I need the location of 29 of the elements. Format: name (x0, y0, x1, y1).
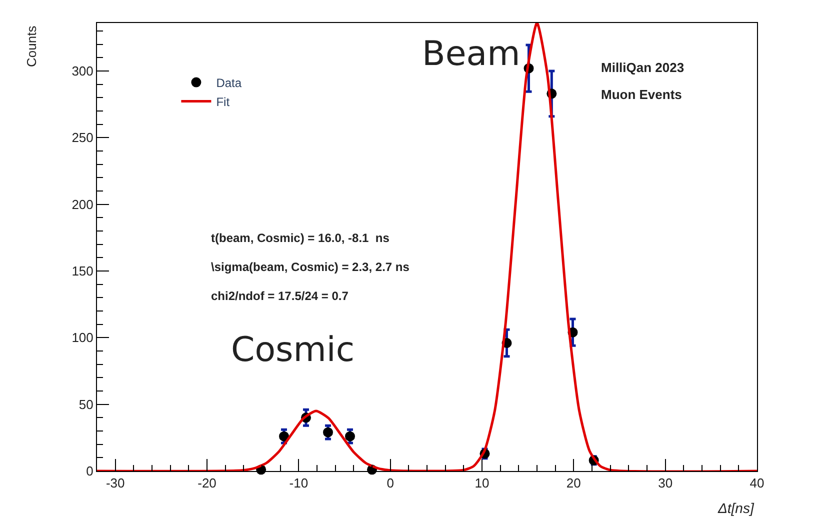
x-tick-label: 30 (658, 476, 673, 491)
y-tick-label: 0 (86, 464, 94, 479)
y-tick-label: 200 (72, 196, 94, 212)
x-tick-label: -20 (198, 476, 216, 491)
annotation: chi2/ndof = 17.5/24 = 0.7 (211, 289, 349, 303)
point (279, 431, 289, 442)
point (323, 427, 333, 438)
annotation: \sigma(beam, Cosmic) = 2.3, 2.7 ns (211, 260, 410, 274)
y-tick-label: 100 (72, 330, 94, 346)
x-axis-title: Δt[ns] (717, 500, 755, 516)
annotation: Cosmic (231, 330, 355, 370)
annotation: MilliQan 2023 (601, 60, 684, 75)
annotation: Muon Events (601, 87, 682, 102)
legend-label: Data (216, 76, 242, 90)
y-tick-label: 50 (78, 396, 94, 412)
y-axis-title: Counts (24, 25, 39, 67)
y-tick-label: 250 (72, 130, 94, 146)
point (345, 431, 355, 442)
legend-label: Fit (216, 94, 230, 109)
x-tick-label: 20 (566, 476, 581, 491)
annotation: Beam (422, 34, 520, 74)
x-tick-label: 10 (474, 476, 490, 491)
y-tick-label: 150 (72, 264, 94, 279)
x-tick-label: -30 (106, 476, 125, 491)
annotation: t(beam, Cosmic) = 16.0, -8.1 ns (211, 231, 390, 245)
x-tick-label: 40 (750, 476, 764, 491)
x-tick-label: -10 (289, 476, 308, 491)
x-tick-label: 0 (386, 476, 394, 491)
y-tick-label: 300 (72, 64, 94, 79)
